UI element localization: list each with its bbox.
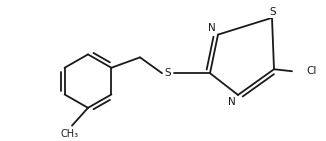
Text: CH₃: CH₃ bbox=[61, 129, 79, 139]
Text: Cl: Cl bbox=[306, 66, 316, 76]
Text: S: S bbox=[270, 7, 276, 17]
Text: S: S bbox=[165, 68, 171, 78]
Text: N: N bbox=[208, 23, 216, 33]
Text: N: N bbox=[228, 97, 236, 107]
